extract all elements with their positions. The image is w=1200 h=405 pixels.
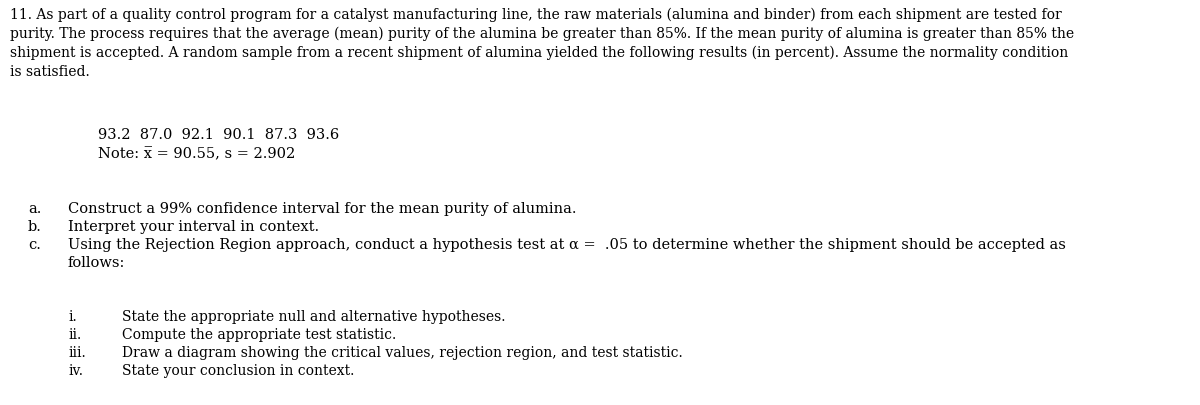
Text: State the appropriate null and alternative hypotheses.: State the appropriate null and alternati… <box>122 309 505 323</box>
Text: Interpret your interval in context.: Interpret your interval in context. <box>68 220 319 233</box>
Text: iv.: iv. <box>68 363 83 377</box>
Text: purity. The process requires that the average (mean) purity of the alumina be gr: purity. The process requires that the av… <box>10 27 1074 41</box>
Text: 93.2  87.0  92.1  90.1  87.3  93.6: 93.2 87.0 92.1 90.1 87.3 93.6 <box>98 128 340 142</box>
Text: is satisfied.: is satisfied. <box>10 65 90 79</box>
Text: b.: b. <box>28 220 42 233</box>
Text: Using the Rejection Region approach, conduct a hypothesis test at α =  .05 to de: Using the Rejection Region approach, con… <box>68 237 1066 252</box>
Text: Compute the appropriate test statistic.: Compute the appropriate test statistic. <box>122 327 396 341</box>
Text: c.: c. <box>28 237 41 252</box>
Text: 11. As part of a quality control program for a catalyst manufacturing line, the : 11. As part of a quality control program… <box>10 8 1062 22</box>
Text: State your conclusion in context.: State your conclusion in context. <box>122 363 354 377</box>
Text: i.: i. <box>68 309 77 323</box>
Text: Note: x̅ = 90.55, s = 2.902: Note: x̅ = 90.55, s = 2.902 <box>98 147 295 161</box>
Text: a.: a. <box>28 202 41 215</box>
Text: Construct a 99% confidence interval for the mean purity of alumina.: Construct a 99% confidence interval for … <box>68 202 576 215</box>
Text: ii.: ii. <box>68 327 82 341</box>
Text: iii.: iii. <box>68 345 85 359</box>
Text: shipment is accepted. A random sample from a recent shipment of alumina yielded : shipment is accepted. A random sample fr… <box>10 46 1068 60</box>
Text: Draw a diagram showing the critical values, rejection region, and test statistic: Draw a diagram showing the critical valu… <box>122 345 683 359</box>
Text: follows:: follows: <box>68 256 125 269</box>
